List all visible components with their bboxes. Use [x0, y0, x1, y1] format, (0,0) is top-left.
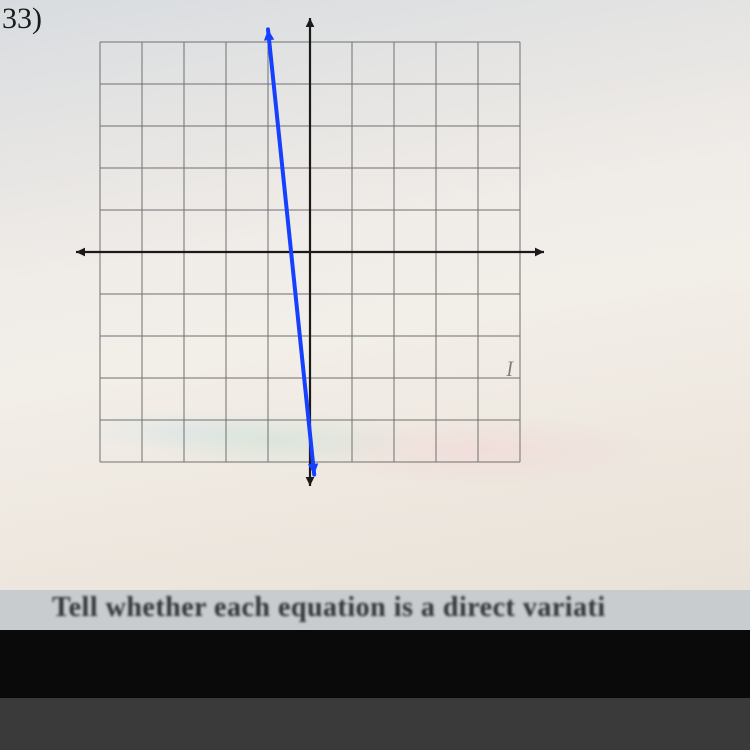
next-question-cutoff: Tell whether each equation is a direct v…	[52, 592, 606, 624]
coordinate-graph	[60, 2, 560, 502]
text-cursor: I	[506, 356, 513, 382]
device-bezel-bottom	[0, 698, 750, 750]
device-bezel-top	[0, 630, 750, 698]
graph-svg	[60, 2, 560, 502]
question-number: 33)	[2, 2, 42, 36]
